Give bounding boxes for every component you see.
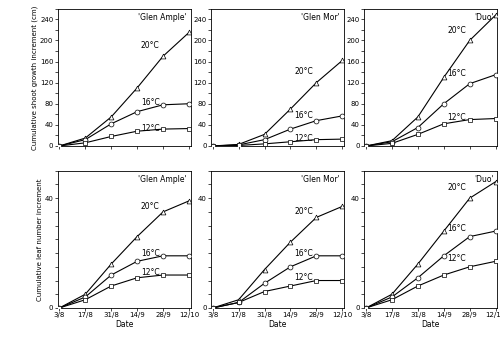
- Text: 'Duo': 'Duo': [474, 13, 494, 22]
- X-axis label: Date: Date: [268, 319, 286, 329]
- Text: 12°C: 12°C: [448, 254, 466, 263]
- Text: 'Glen Ample': 'Glen Ample': [138, 175, 187, 184]
- Text: 16°C: 16°C: [141, 98, 160, 107]
- Y-axis label: Cumulative shoot growth increment (cm): Cumulative shoot growth increment (cm): [32, 5, 38, 150]
- X-axis label: Date: Date: [422, 319, 440, 329]
- Text: 'Duo': 'Duo': [474, 175, 494, 184]
- Text: 12°C: 12°C: [448, 113, 466, 122]
- Y-axis label: Cumulative leaf number increment: Cumulative leaf number increment: [37, 178, 43, 301]
- Text: 20°C: 20°C: [294, 66, 313, 76]
- Text: 16°C: 16°C: [448, 69, 466, 78]
- Text: 16°C: 16°C: [294, 111, 313, 120]
- Text: 20°C: 20°C: [448, 26, 466, 35]
- Text: 'Glen Mor': 'Glen Mor': [302, 13, 340, 22]
- Text: 20°C: 20°C: [141, 202, 160, 211]
- Text: 20°C: 20°C: [141, 41, 160, 50]
- Text: 20°C: 20°C: [294, 207, 313, 216]
- Text: 12°C: 12°C: [294, 273, 313, 282]
- Text: 16°C: 16°C: [294, 248, 313, 258]
- Text: 12°C: 12°C: [141, 268, 160, 277]
- Text: 12°C: 12°C: [294, 134, 313, 143]
- Text: 20°C: 20°C: [448, 183, 466, 192]
- Text: 'Glen Mor': 'Glen Mor': [302, 175, 340, 184]
- Text: 16°C: 16°C: [448, 224, 466, 233]
- Text: 'Glen Ample': 'Glen Ample': [138, 13, 187, 22]
- X-axis label: Date: Date: [115, 319, 134, 329]
- Text: 16°C: 16°C: [141, 248, 160, 258]
- Text: 12°C: 12°C: [141, 124, 160, 133]
